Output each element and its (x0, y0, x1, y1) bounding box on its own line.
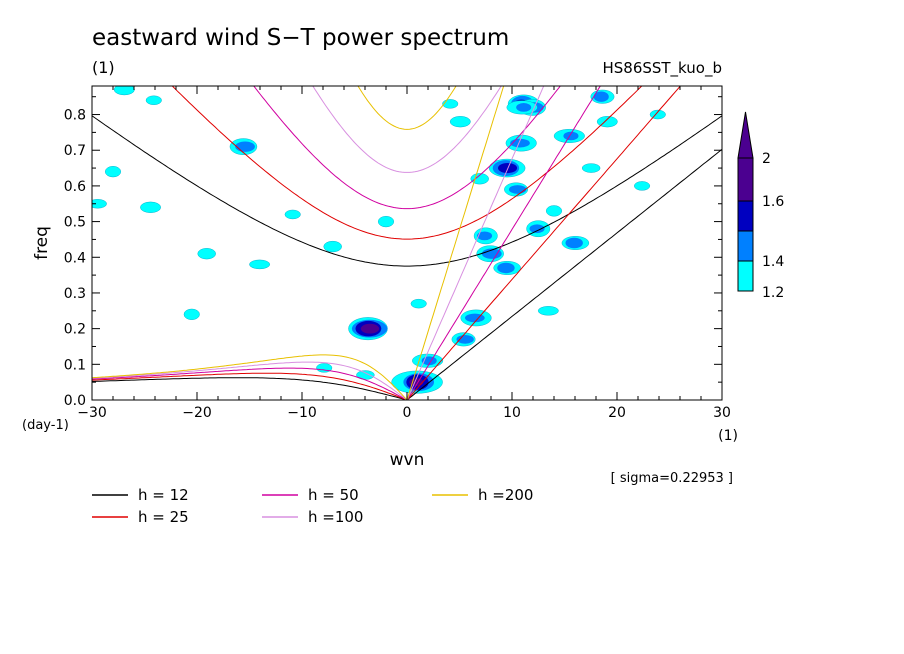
x-tick-label: 20 (608, 405, 626, 421)
spectrum-contour-blob (183, 308, 200, 320)
y-axis-label: freq (32, 226, 52, 260)
legend: h = 12 h = 25 h = 50 h =100 h =200 (92, 486, 533, 526)
spectrum-contour-blob (92, 199, 107, 209)
legend-label: h = 12 (138, 486, 189, 504)
legend-label: h = 25 (138, 508, 189, 526)
y-tick-label: 0.0 (64, 393, 86, 409)
chart-title: eastward wind S−T power spectrum (92, 25, 509, 51)
dispersion-curves (92, 86, 722, 400)
spectrum-contour-blob (593, 91, 609, 102)
colorbar-segment (737, 230, 754, 262)
x-tick-label: −20 (182, 405, 212, 421)
kelvin-curve (406, 86, 505, 400)
spectrum-contours (92, 86, 666, 394)
x-tick-label: 30 (713, 405, 731, 421)
plot-frame (91, 85, 723, 401)
kelvin-curve (406, 86, 682, 400)
y-tick-label: 0.1 (64, 357, 86, 373)
colorbar-segment (737, 157, 754, 202)
x-axis-unit: (1) (718, 428, 738, 444)
gravity-curve (357, 86, 457, 130)
left-note: (1) (92, 58, 115, 77)
spectrum-contour-blob (323, 240, 342, 253)
rossby-curve (92, 361, 408, 400)
sigma-note: [ sigma=0.22953 ] (611, 471, 733, 486)
spectrum-contour-blob (140, 201, 161, 213)
gravity-curve (253, 86, 561, 210)
plot-area: −30 −20 −10 0 10 20 30 0.0 0.1 0.2 0.3 0.4 0.5 0.6 0.7… (64, 85, 731, 421)
y-tick-label: 0.6 (64, 179, 86, 195)
colorbar-label: 1.4 (762, 254, 784, 270)
spectrum-contour-blob (563, 131, 579, 141)
y-tick-label: 0.8 (64, 108, 86, 124)
spectrum-contour-blob (410, 298, 427, 309)
y-axis-unit: (day-1) (22, 418, 69, 433)
y-tick-label: 0.2 (64, 322, 86, 338)
spectrum-contour-blob (104, 166, 121, 178)
spectrum-contour-blob (470, 173, 489, 185)
spectrum-contour-blob (516, 103, 532, 112)
legend-label: h =200 (478, 486, 533, 504)
spectrum-contour-blob (284, 209, 301, 220)
spectrum-contour-blob (449, 116, 471, 128)
colorbar-segment (737, 260, 754, 292)
right-note: HS86SST_kuo_b (602, 59, 722, 78)
spectrum-contour-blob (634, 181, 651, 191)
rossby-curve (92, 354, 408, 400)
legend-label: h = 50 (308, 486, 359, 504)
y-tick-label: 0.7 (64, 143, 86, 159)
colorbar-label: 1.2 (762, 285, 784, 301)
spectrum-contour-blob (481, 248, 502, 259)
spectrum-contour-blob (477, 231, 493, 241)
spectrum-contour-blob (249, 259, 271, 270)
rossby-curve (92, 372, 408, 400)
colorbar-arrow (737, 111, 754, 159)
spectrum-contour-blob (378, 215, 395, 228)
kelvin-curve (406, 86, 601, 400)
x-axis-label: wvn (390, 450, 425, 470)
x-tick-label: −10 (287, 405, 317, 421)
legend-label: h =100 (308, 508, 363, 526)
colorbar-label: 1.6 (762, 194, 784, 210)
spectrum-contour-blob (197, 248, 216, 260)
y-tick-label: 0.3 (64, 286, 86, 302)
kelvin-curve (406, 86, 545, 400)
rossby-curve (92, 377, 408, 400)
x-tick-label: 0 (403, 405, 412, 421)
kelvin-curve (406, 148, 722, 400)
gravity-curve (92, 115, 722, 267)
spectrum-contour-blob (529, 224, 545, 234)
spectrum-contour-blob (442, 99, 459, 109)
spectrum-contour-blob (145, 95, 162, 105)
gravity-curve (312, 86, 502, 173)
spectrum-contour-blob (235, 141, 255, 152)
spectrum-contour-blob (508, 185, 527, 194)
rossby-curve (92, 367, 408, 400)
y-tick-label: 0.5 (64, 215, 86, 231)
colorbar-segment (737, 200, 754, 232)
x-tick-label: 10 (503, 405, 521, 421)
y-tick-label: 0.4 (64, 250, 86, 266)
spectrum-contour-blob (497, 262, 515, 274)
axes-ticks: −30 −20 −10 0 10 20 30 0.0 0.1 0.2 0.3 0.4 0.5 0.6 0.7… (64, 86, 731, 421)
spectrum-contour-blob (360, 323, 380, 334)
colorbar-label: 2 (762, 151, 771, 167)
spectrum-contour-blob (565, 237, 583, 249)
spectrum-contour-blob (546, 205, 563, 217)
colorbar: 1.2 1.4 1.6 2 (737, 111, 784, 301)
spectrum-contour-blob (456, 334, 474, 344)
spectrum-contour-blob (537, 306, 559, 316)
x-tick-label: −30 (77, 405, 107, 421)
gravity-curve (171, 86, 643, 240)
spectrum-contour-blob (581, 163, 601, 173)
